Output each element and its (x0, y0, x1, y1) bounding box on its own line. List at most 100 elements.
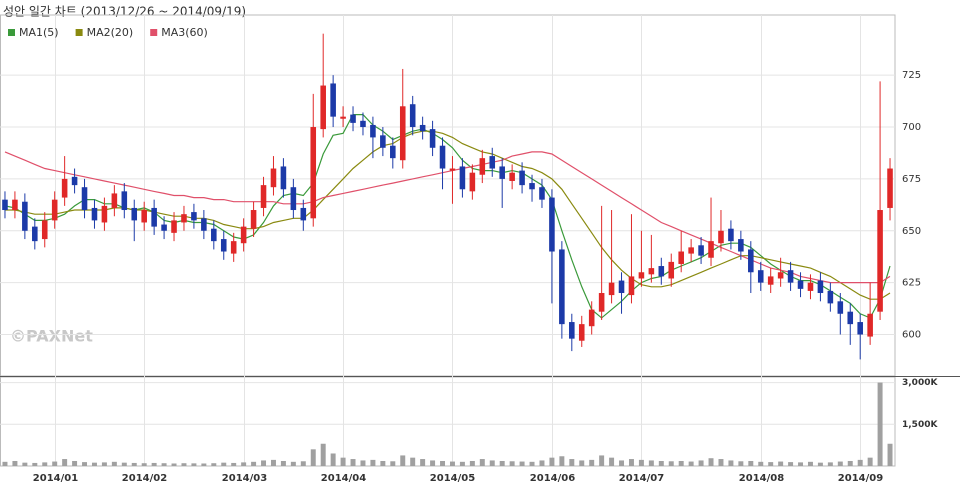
volume-bar (52, 461, 58, 466)
candle-body (668, 261, 675, 279)
candle-body (489, 156, 496, 169)
volume-bar (161, 463, 167, 466)
candle-body (529, 183, 535, 190)
volume-bar (589, 459, 595, 466)
volume-bar (440, 460, 446, 466)
x-tick-label: 2014/01 (33, 473, 78, 484)
candle-body (51, 199, 58, 221)
candle-body (748, 249, 754, 273)
volume-bar (42, 462, 48, 466)
volume-bar (619, 460, 625, 466)
candle-body (807, 282, 814, 291)
candle-body (499, 166, 505, 179)
candle-body (877, 210, 883, 312)
volume-bar (807, 461, 813, 466)
candle-body (161, 224, 167, 231)
candle-body (41, 220, 48, 240)
volume-bar (151, 462, 157, 466)
candle-body (2, 199, 8, 211)
y-tick-label: 725 (902, 70, 921, 81)
volume-bar (648, 460, 654, 466)
volume-bar (211, 463, 217, 466)
candle-body (598, 293, 605, 312)
volume-bar (221, 462, 227, 466)
candle-body (171, 220, 177, 233)
volume-bar (91, 462, 97, 466)
candle-body (409, 104, 416, 128)
volume-bar (62, 459, 68, 466)
candle-body (191, 212, 197, 221)
volume-bar (370, 459, 376, 466)
candle-body (847, 311, 854, 325)
candle-body (201, 218, 207, 231)
y-tick-label: 675 (902, 174, 921, 185)
chart-title: 성안 일간 차트 (2013/12/26 ~ 2014/09/19) (3, 5, 246, 19)
candle-body (370, 124, 376, 138)
candle-body (71, 176, 78, 186)
candle-body (867, 313, 873, 337)
volume-bar (778, 461, 784, 466)
volume-bar (261, 460, 267, 466)
candle-body (837, 301, 844, 314)
candle-body (449, 168, 456, 171)
y-tick-label: 700 (902, 122, 921, 133)
candle-body (230, 241, 237, 254)
volume-bar (798, 462, 804, 466)
candle-body (101, 205, 108, 223)
candle-body (797, 280, 804, 289)
volume-bar (310, 449, 316, 466)
candle-body (549, 197, 555, 252)
volume-bar (867, 457, 873, 466)
candle-body (131, 207, 138, 221)
volume-bar (609, 457, 615, 466)
volume-bar (678, 460, 684, 466)
volume-bar (768, 462, 774, 466)
y-tick-label: 625 (902, 278, 921, 289)
candle-body (300, 207, 307, 221)
volume-bar (390, 461, 396, 466)
candle-body (787, 270, 794, 283)
candle-body (280, 166, 287, 190)
volume-bar (241, 462, 247, 466)
candle-body (817, 280, 824, 294)
volume-bar (121, 462, 127, 466)
volume-bar (788, 462, 794, 466)
legend-swatch (8, 29, 15, 36)
candle-body (509, 172, 515, 181)
candle-body (32, 226, 38, 242)
candle-body (250, 210, 257, 229)
candle-body (61, 178, 68, 198)
y-tick-label: 600 (902, 330, 921, 341)
volume-bar (101, 462, 107, 466)
candle-body (698, 245, 704, 256)
legend-label: MA1(5) (19, 26, 59, 39)
candle-body (519, 170, 525, 186)
y-tick-label: 3,000K (902, 378, 938, 388)
candle-body (181, 214, 187, 223)
volume-bar (529, 461, 535, 466)
candle-body (767, 276, 774, 285)
candle-body (320, 85, 326, 130)
volume-bar (12, 460, 18, 466)
x-tick-label: 2014/08 (739, 473, 784, 484)
volume-bar (430, 460, 436, 466)
volume-bar (360, 460, 366, 466)
candle-body (628, 276, 635, 296)
candle-body (708, 241, 714, 258)
volume-bar (72, 460, 78, 466)
volume-bar (410, 457, 416, 466)
volume-bar (837, 461, 843, 466)
candle-body (578, 324, 585, 341)
volume-bar (708, 458, 714, 466)
volume-bar (320, 443, 326, 466)
watermark: ©PAXNet (10, 327, 93, 346)
volume-bar (231, 462, 237, 466)
candle-body (738, 239, 744, 252)
candle-body (429, 129, 436, 148)
candle-body (12, 199, 18, 211)
volume-bar (718, 459, 724, 466)
moving-average-line (4, 114, 891, 319)
candle-body (638, 272, 645, 279)
legend-label: MA3(60) (161, 26, 208, 39)
